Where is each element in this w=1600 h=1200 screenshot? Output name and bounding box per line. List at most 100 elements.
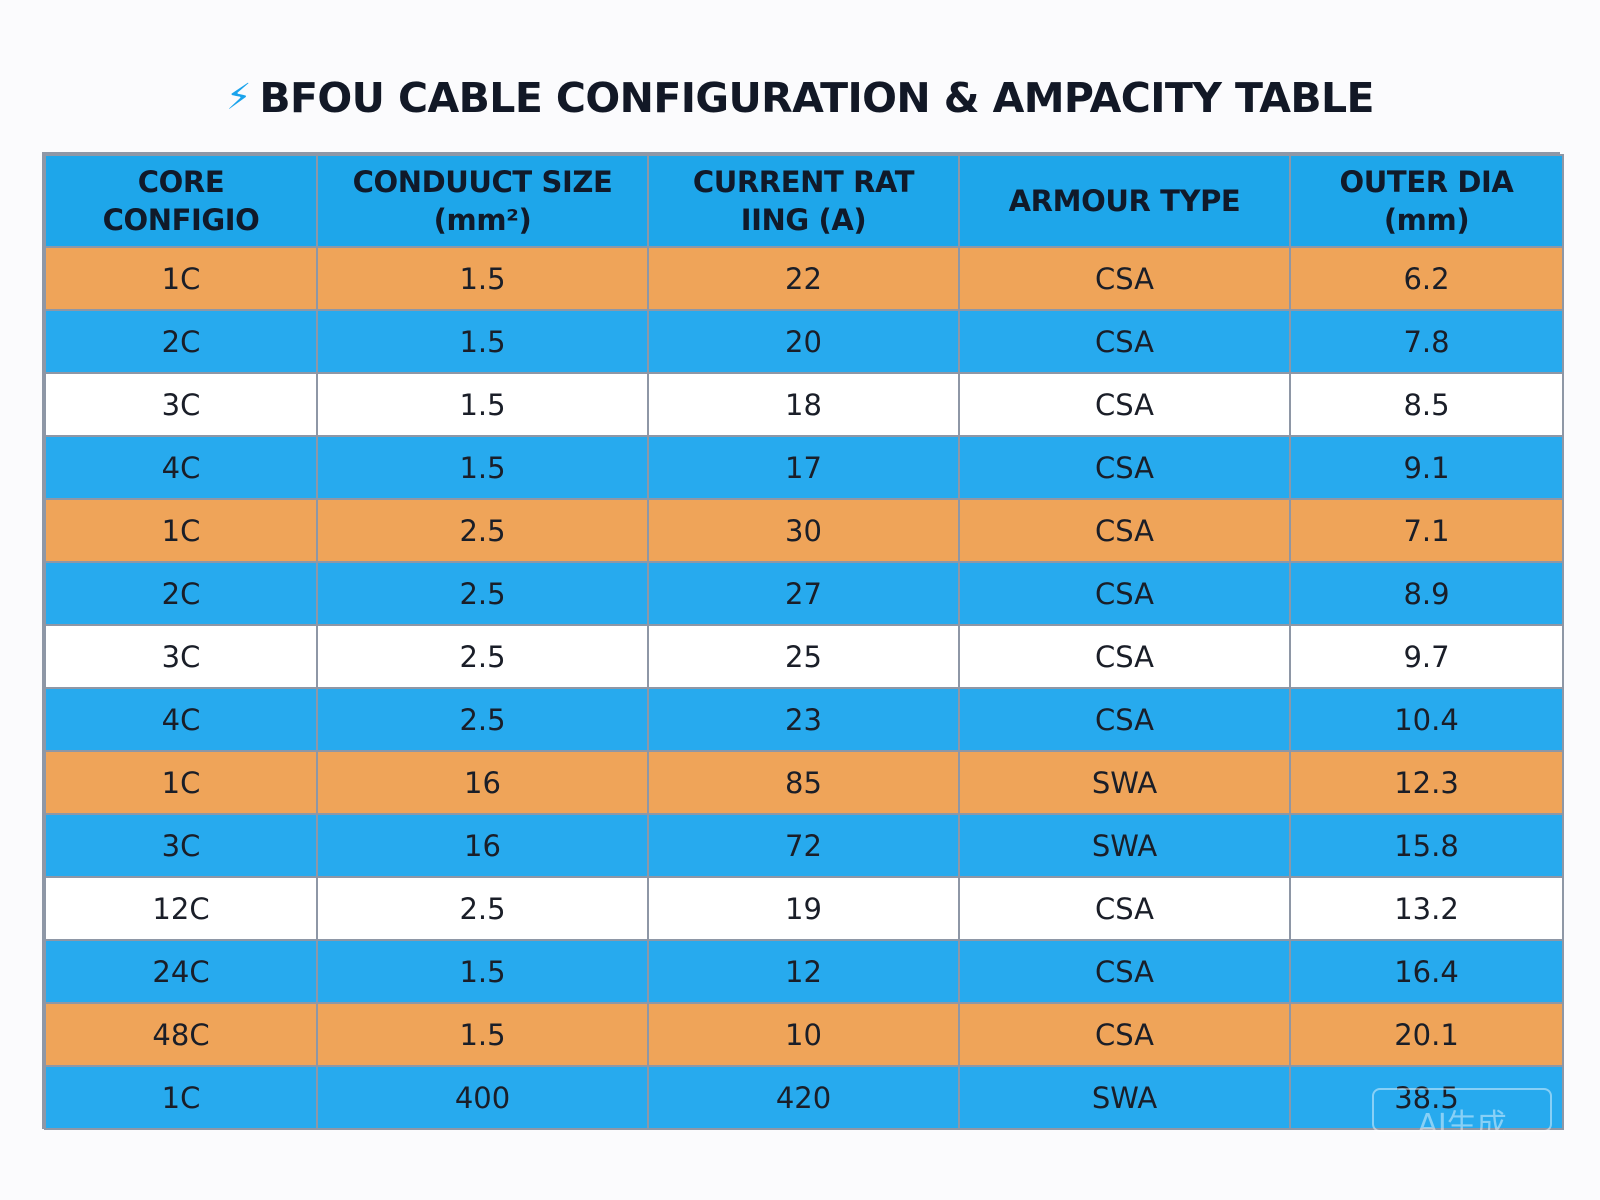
- table-row: 1C 1.5 22 CSA 6.2: [44, 246, 1564, 311]
- cell-armour-type: SWA: [958, 813, 1291, 878]
- cell-outer-dia: 9.1: [1289, 435, 1564, 500]
- cell-armour-type: CSA: [958, 876, 1291, 941]
- cell-armour-type: CSA: [958, 561, 1291, 626]
- header-size-line1: CONDUUCT SIZE: [352, 165, 613, 199]
- cell-current-rating: 25: [647, 624, 960, 689]
- table-row: 4C 2.5 23 CSA 10.4: [44, 687, 1564, 752]
- table-row: 3C 2.5 25 CSA 9.7: [44, 624, 1564, 689]
- cell-current-rating: 23: [647, 687, 960, 752]
- cell-conductor-size: 1.5: [316, 309, 649, 374]
- cell-conductor-size: 2.5: [316, 561, 649, 626]
- cell-core-config: 2C: [44, 561, 318, 626]
- cell-core-config: 4C: [44, 435, 318, 500]
- header-armour-label: ARMOUR TYPE: [1008, 184, 1241, 218]
- cell-core-config: 3C: [44, 624, 318, 689]
- cell-conductor-size: 2.5: [316, 624, 649, 689]
- cell-core-config: 48C: [44, 1002, 318, 1067]
- header-size-line2: (mm²): [433, 203, 532, 237]
- cell-current-rating: 85: [647, 750, 960, 815]
- header-core-line2: CONFIGIO: [102, 203, 260, 237]
- header-core-config: CORE CONFIGIO: [44, 154, 318, 248]
- cell-armour-type: CSA: [958, 309, 1291, 374]
- cell-core-config: 4C: [44, 687, 318, 752]
- cell-core-config: 12C: [44, 876, 318, 941]
- cell-armour-type: CSA: [958, 498, 1291, 563]
- title-bar: ⚡ BFOU CABLE CONFIGURATION & AMPACITY TA…: [0, 70, 1600, 126]
- table-row: 1C 400 420 SWA 38.5: [44, 1065, 1564, 1130]
- header-current-line1: CURRENT RAT: [692, 165, 915, 199]
- header-current-line2: IING (A): [740, 203, 867, 237]
- table-row: 12C 2.5 19 CSA 13.2: [44, 876, 1564, 941]
- cell-armour-type: CSA: [958, 246, 1291, 311]
- cell-armour-type: CSA: [958, 372, 1291, 437]
- cell-conductor-size: 400: [316, 1065, 649, 1130]
- cell-conductor-size: 1.5: [316, 246, 649, 311]
- ai-watermark: AI生成: [1372, 1088, 1552, 1132]
- table-row: 4C 1.5 17 CSA 9.1: [44, 435, 1564, 500]
- cell-conductor-size: 2.5: [316, 498, 649, 563]
- cell-conductor-size: 1.5: [316, 372, 649, 437]
- cell-conductor-size: 1.5: [316, 435, 649, 500]
- cell-current-rating: 19: [647, 876, 960, 941]
- cell-core-config: 3C: [44, 813, 318, 878]
- cell-outer-dia: 7.1: [1289, 498, 1564, 563]
- table-row: 2C 2.5 27 CSA 8.9: [44, 561, 1564, 626]
- cell-outer-dia: 15.8: [1289, 813, 1564, 878]
- cell-outer-dia: 7.8: [1289, 309, 1564, 374]
- table-row: 2C 1.5 20 CSA 7.8: [44, 309, 1564, 374]
- cell-outer-dia: 12.3: [1289, 750, 1564, 815]
- header-armour-type: ARMOUR TYPE: [958, 154, 1291, 248]
- cell-core-config: 1C: [44, 1065, 318, 1130]
- cell-current-rating: 17: [647, 435, 960, 500]
- cell-armour-type: CSA: [958, 1002, 1291, 1067]
- cell-armour-type: CSA: [958, 435, 1291, 500]
- cell-outer-dia: 38.5: [1289, 1065, 1564, 1130]
- cell-current-rating: 72: [647, 813, 960, 878]
- cable-table-container: CORE CONFIGIO CONDUUCT SIZE (mm²) CURREN…: [42, 152, 1564, 1130]
- table-row: 24C 1.5 12 CSA 16.4: [44, 939, 1564, 1004]
- cell-outer-dia: 8.9: [1289, 561, 1564, 626]
- header-row: CORE CONFIGIO CONDUUCT SIZE (mm²) CURREN…: [44, 154, 1564, 248]
- cell-core-config: 24C: [44, 939, 318, 1004]
- cell-core-config: 3C: [44, 372, 318, 437]
- cell-conductor-size: 1.5: [316, 939, 649, 1004]
- cell-outer-dia: 16.4: [1289, 939, 1564, 1004]
- cell-conductor-size: 2.5: [316, 687, 649, 752]
- cell-conductor-size: 2.5: [316, 876, 649, 941]
- cell-core-config: 2C: [44, 309, 318, 374]
- cell-current-rating: 20: [647, 309, 960, 374]
- cell-current-rating: 27: [647, 561, 960, 626]
- table-row: 48C 1.5 10 CSA 20.1: [44, 1002, 1564, 1067]
- cell-conductor-size: 1.5: [316, 1002, 649, 1067]
- cable-table: CORE CONFIGIO CONDUUCT SIZE (mm²) CURREN…: [44, 154, 1564, 1130]
- cell-current-rating: 420: [647, 1065, 960, 1130]
- table-row: 3C 16 72 SWA 15.8: [44, 813, 1564, 878]
- cell-current-rating: 18: [647, 372, 960, 437]
- table-row: 1C 2.5 30 CSA 7.1: [44, 498, 1564, 563]
- header-conductor-size: CONDUUCT SIZE (mm²): [316, 154, 649, 248]
- cell-outer-dia: 9.7: [1289, 624, 1564, 689]
- electric-plug-icon: ⚡: [226, 77, 252, 118]
- page-title: BFOU CABLE CONFIGURATION & AMPACITY TABL…: [259, 74, 1374, 122]
- cell-armour-type: SWA: [958, 750, 1291, 815]
- cell-outer-dia: 8.5: [1289, 372, 1564, 437]
- cell-armour-type: SWA: [958, 1065, 1291, 1130]
- header-core-line1: CORE: [137, 165, 225, 199]
- cell-conductor-size: 16: [316, 813, 649, 878]
- header-outer-dia: OUTER DIA (mm): [1289, 154, 1564, 248]
- cell-armour-type: CSA: [958, 939, 1291, 1004]
- cell-current-rating: 30: [647, 498, 960, 563]
- cell-current-rating: 22: [647, 246, 960, 311]
- cell-core-config: 1C: [44, 498, 318, 563]
- cell-outer-dia: 13.2: [1289, 876, 1564, 941]
- cell-armour-type: CSA: [958, 687, 1291, 752]
- cell-core-config: 1C: [44, 246, 318, 311]
- cell-outer-dia: 6.2: [1289, 246, 1564, 311]
- table-body: 1C 1.5 22 CSA 6.2 2C 1.5 20 CSA 7.8 3C 1.5 18 CSA 8.5 4…: [44, 246, 1564, 1130]
- cell-conductor-size: 16: [316, 750, 649, 815]
- cell-current-rating: 12: [647, 939, 960, 1004]
- header-current-rating: CURRENT RAT IING (A): [647, 154, 960, 248]
- cell-core-config: 1C: [44, 750, 318, 815]
- cell-armour-type: CSA: [958, 624, 1291, 689]
- table-row: 1C 16 85 SWA 12.3: [44, 750, 1564, 815]
